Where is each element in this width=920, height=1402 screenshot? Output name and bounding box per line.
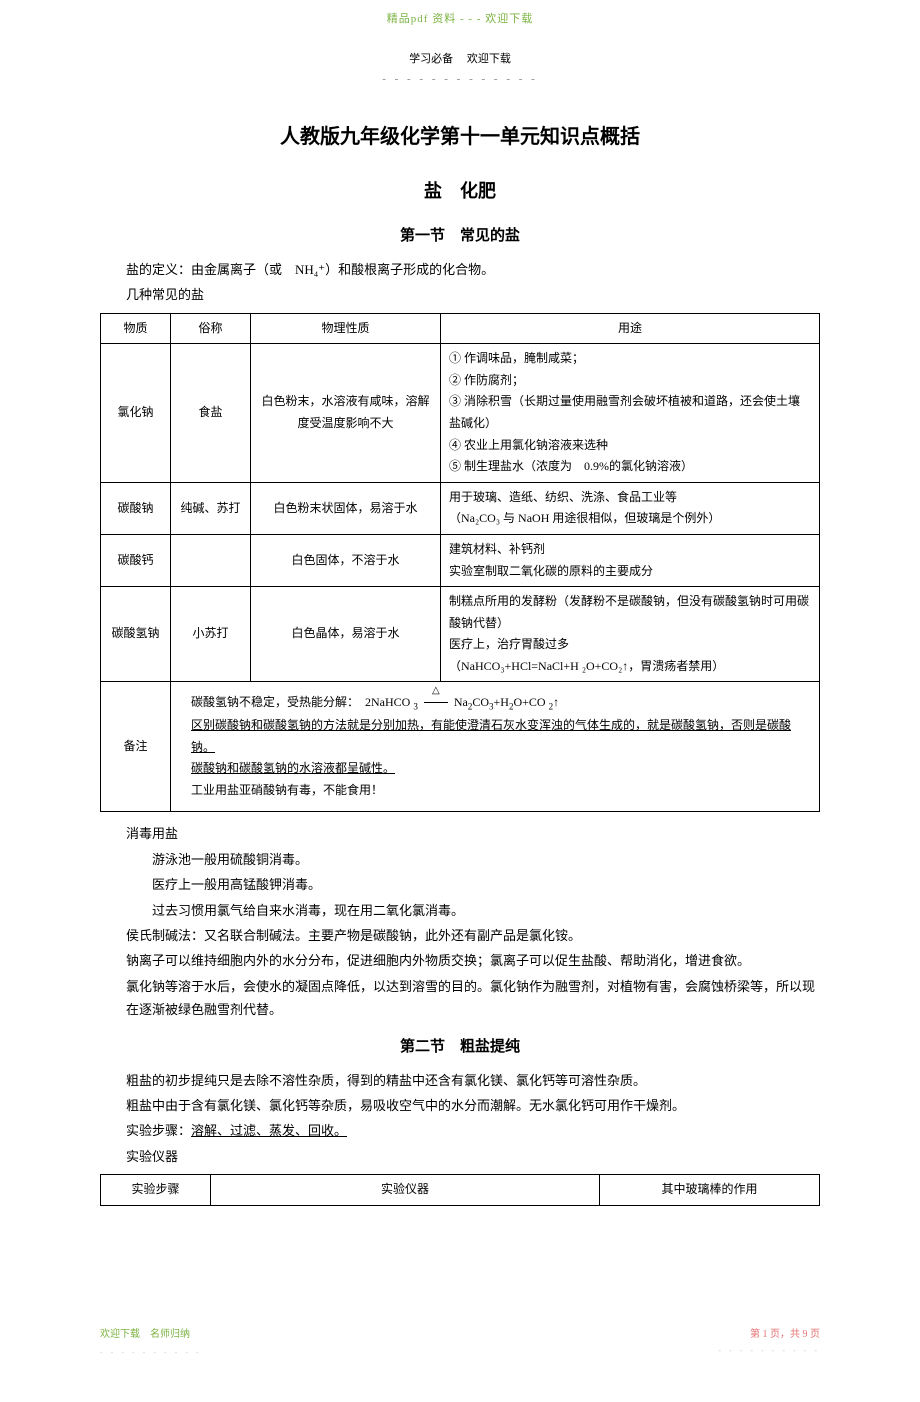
footer-right: 第 1 页，共 9 页 bbox=[750, 1326, 820, 1344]
th-usage: 用途 bbox=[441, 313, 820, 344]
remark-line: 碳酸钠和碳酸氢钠的水溶液都呈碱性。 bbox=[191, 758, 799, 780]
table-header-row: 实验步骤 实验仪器 其中玻璃棒的作用 bbox=[101, 1175, 820, 1206]
cell: 食盐 bbox=[171, 344, 251, 483]
cell: 白色固体，不溶于水 bbox=[251, 534, 441, 586]
table-row: 碳酸钠 纯碱、苏打 白色粉末状固体，易溶于水 用于玻璃、造纸、纺织、洗涤、食品工… bbox=[101, 482, 820, 534]
th-rod: 其中玻璃棒的作用 bbox=[600, 1175, 820, 1206]
cell: 制糕点所用的发酵粉（发酵粉不是碳酸钠，但没有碳酸氢钠时可用碳酸钠代替） 医疗上，… bbox=[441, 587, 820, 682]
section2-line: 粗盐的初步提纯只是去除不溶性杂质，得到的精盐中还含有氯化镁、氯化钙等可溶性杂质。 bbox=[100, 1069, 820, 1092]
footer-left: 欢迎下载 名师归纳 bbox=[100, 1329, 190, 1340]
table-header-row: 物质 俗称 物理性质 用途 bbox=[101, 313, 820, 344]
header-left: 学习必备 bbox=[409, 53, 453, 65]
instr-label: 实验仪器 bbox=[100, 1145, 820, 1168]
remark-content: 碳酸氢钠不稳定，受热能分解： 2NaHCO 3 △ Na2CO3+H2O+CO … bbox=[171, 682, 820, 812]
cell: 纯碱、苏打 bbox=[171, 482, 251, 534]
section1-heading: 第一节 常见的盐 bbox=[100, 223, 820, 250]
cell: ① 作调味品，腌制咸菜； ② 作防腐剂； ③ 消除积雪（长期过量使用融雪剂会破坏… bbox=[441, 344, 820, 483]
section2-heading: 第二节 粗盐提纯 bbox=[100, 1034, 820, 1061]
cell: 小苏打 bbox=[171, 587, 251, 682]
th-substance: 物质 bbox=[101, 313, 171, 344]
salt-table: 物质 俗称 物理性质 用途 氯化钠 食盐 白色粉末，水溶液有咸味，溶解度受温度影… bbox=[100, 313, 820, 813]
cell: 碳酸氢钠 bbox=[101, 587, 171, 682]
step-value: 溶解、过滤、蒸发、回收。 bbox=[191, 1123, 347, 1138]
header-guide: 学习必备 欢迎下载 - - - - - - - - - - - - - bbox=[100, 50, 820, 90]
salt-definition: 盐的定义：由金属离子（或 NH₄⁺）和酸根离子形成的化合物。 bbox=[100, 258, 820, 281]
table-remark-row: 备注 碳酸氢钠不稳定，受热能分解： 2NaHCO 3 △ Na2CO3+H2O+… bbox=[101, 682, 820, 812]
extra-line: 侯氏制碱法：又名联合制碱法。主要产物是碳酸钠，此外还有副产品是氯化铵。 bbox=[100, 924, 820, 947]
disinfect-line: 游泳池一般用硫酸铜消毒。 bbox=[100, 848, 820, 871]
cell bbox=[171, 534, 251, 586]
section2-line: 粗盐中由于含有氯化镁、氯化钙等杂质，易吸收空气中的水分而潮解。无水氯化钙可用作干… bbox=[100, 1094, 820, 1117]
extra-line: 氯化钠等溶于水后，会使水的凝固点降低，以达到溶雪的目的。氯化钠作为融雪剂，对植物… bbox=[100, 975, 820, 1022]
footer-dots-left: - - - - - - - - - - bbox=[100, 1348, 202, 1357]
cell: 氯化钠 bbox=[101, 344, 171, 483]
cell: 白色粉末状固体，易溶于水 bbox=[251, 482, 441, 534]
step-label: 实验步骤： bbox=[126, 1123, 191, 1138]
cell: 用于玻璃、造纸、纺织、洗涤、食品工业等 （Na₂CO₃ 与 NaOH 用途很相似… bbox=[441, 482, 820, 534]
disinfect-title: 消毒用盐 bbox=[100, 822, 820, 845]
table-row: 氯化钠 食盐 白色粉末，水溶液有咸味，溶解度受温度影响不大 ① 作调味品，腌制咸… bbox=[101, 344, 820, 483]
cell: 白色粉末，水溶液有咸味，溶解度受温度影响不大 bbox=[251, 344, 441, 483]
watermark-top: 精品pdf 资料 - - - 欢迎下载 bbox=[100, 10, 820, 30]
disinfect-line: 医疗上一般用高锰酸钾消毒。 bbox=[100, 873, 820, 896]
instrument-table: 实验步骤 实验仪器 其中玻璃棒的作用 bbox=[100, 1174, 820, 1206]
extra-line: 钠离子可以维持细胞内外的水分分布，促进细胞内外物质交换；氯离子可以促生盐酸、帮助… bbox=[100, 949, 820, 972]
th-alias: 俗称 bbox=[171, 313, 251, 344]
remark-line: 碳酸氢钠不稳定，受热能分解： 2NaHCO 3 △ Na2CO3+H2O+CO … bbox=[191, 692, 799, 715]
footer-dots-right: - - - - - - - - - - bbox=[718, 1344, 820, 1358]
cell: 建筑材料、补钙剂 实验室制取二氧化碳的原料的主要成分 bbox=[441, 534, 820, 586]
remark-line: 工业用盐亚硝酸钠有毒，不能食用！ bbox=[191, 780, 799, 802]
header-right: 欢迎下载 bbox=[467, 53, 511, 65]
remark-label: 备注 bbox=[101, 682, 171, 812]
page-footer: 欢迎下载 名师归纳 第 1 页，共 9 页 - - - - - - - - - … bbox=[100, 1326, 820, 1362]
unit-title: 盐 化肥 bbox=[100, 175, 820, 207]
header-dashes: - - - - - - - - - - - - - bbox=[382, 73, 538, 85]
page-title: 人教版九年级化学第十一单元知识点概括 bbox=[100, 119, 820, 155]
th-step: 实验步骤 bbox=[101, 1175, 211, 1206]
disinfect-line: 过去习惯用氯气给自来水消毒，现在用二氧化氯消毒。 bbox=[100, 899, 820, 922]
remark-line: 区别碳酸钠和碳酸氢钠的方法就是分别加热，有能使澄清石灰水变浑浊的气体生成的，就是… bbox=[191, 715, 799, 758]
cell: 碳酸钙 bbox=[101, 534, 171, 586]
salt-intro: 几种常见的盐 bbox=[100, 283, 820, 306]
cell: 碳酸钠 bbox=[101, 482, 171, 534]
cell: 白色晶体，易溶于水 bbox=[251, 587, 441, 682]
th-property: 物理性质 bbox=[251, 313, 441, 344]
th-instrument: 实验仪器 bbox=[211, 1175, 600, 1206]
section2-steps: 实验步骤：溶解、过滤、蒸发、回收。 bbox=[100, 1119, 820, 1142]
table-row: 碳酸钙 白色固体，不溶于水 建筑材料、补钙剂 实验室制取二氧化碳的原料的主要成分 bbox=[101, 534, 820, 586]
table-row: 碳酸氢钠 小苏打 白色晶体，易溶于水 制糕点所用的发酵粉（发酵粉不是碳酸钠，但没… bbox=[101, 587, 820, 682]
